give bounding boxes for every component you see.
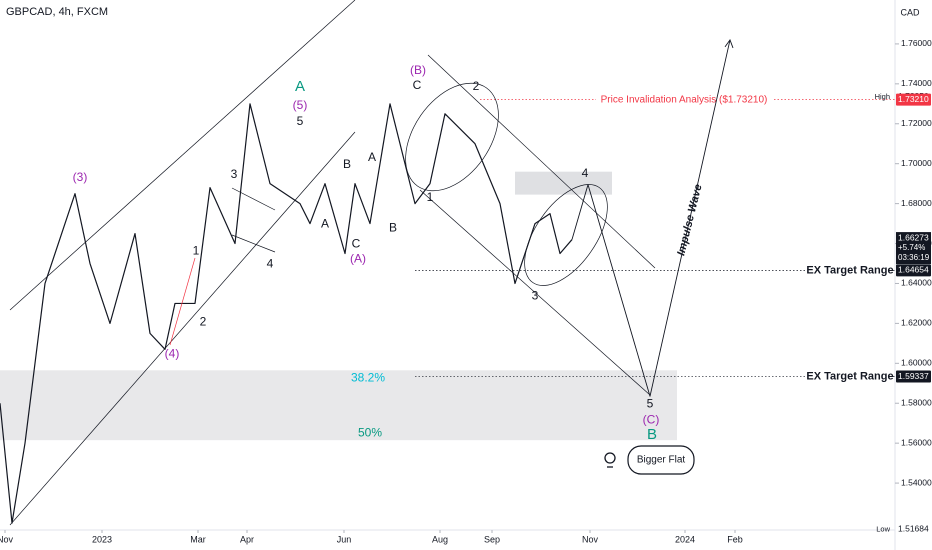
wave-label: (3): [73, 170, 88, 184]
last-change: +5.74%: [898, 243, 925, 252]
last-badge: [896, 232, 931, 265]
channel-line: [9, 131, 356, 526]
x-tick-label: Feb: [727, 534, 743, 544]
wave-label: (A): [350, 252, 366, 266]
price-badge: [896, 264, 931, 277]
y-tick-label: 1.54000: [901, 477, 932, 487]
wave-label: (5): [293, 98, 308, 112]
wave-label: 1: [193, 244, 200, 258]
wave-label: 5: [647, 396, 654, 410]
level-label: EX Target Range: [806, 370, 893, 382]
price-badge-label: 1.73210: [898, 94, 929, 104]
wave-label: 2: [473, 79, 480, 93]
x-tick-label: Mar: [190, 534, 206, 544]
x-axis: [0, 530, 932, 550]
price-badge-label: 1.51684: [898, 524, 929, 534]
callout-box: [627, 445, 695, 475]
wave-label: 3: [231, 167, 238, 181]
trend-line: [231, 187, 276, 211]
y-tick-label: 1.60000: [901, 358, 932, 368]
y-tick-label: 1.62000: [901, 318, 932, 328]
wave-label: A: [368, 150, 376, 164]
chart-title: GBPCAD, 4h, FXCM: [6, 6, 108, 18]
wave-label: 4: [267, 257, 274, 271]
price-badge-label: 1.59337: [898, 371, 929, 381]
projection-path: [571, 39, 731, 397]
arrow-head: [724, 38, 734, 49]
currency: CAD: [900, 7, 920, 17]
level-label: EX Target Range: [806, 264, 893, 276]
wave-label: 1: [427, 190, 434, 204]
callout-text: Bigger Flat: [637, 455, 686, 466]
wave-label: B: [647, 426, 657, 443]
ellipse: [524, 184, 608, 286]
wave-label: A: [321, 217, 329, 231]
wave-label: (4): [165, 347, 180, 361]
wave-label: (C): [643, 412, 660, 426]
bulb-icon: [604, 452, 616, 464]
level-label: Price Invalidation Analysis ($1.73210): [601, 94, 768, 105]
level-label-bg: [596, 92, 772, 107]
trend-line: [231, 234, 276, 253]
channel-line: [419, 189, 651, 396]
channel-line: [427, 54, 656, 269]
y-tick-label: 1.76000: [901, 38, 932, 48]
price-badge-name: High: [875, 92, 890, 101]
price-line: [0, 103, 573, 524]
price-badge: [896, 93, 931, 106]
wave-label: 50%: [358, 425, 382, 439]
last-price: 1.66273: [898, 232, 929, 242]
wave-label: B: [343, 157, 351, 171]
last-countdown: 03:36:19: [898, 253, 930, 262]
wave-label: 2: [200, 315, 207, 329]
wave-label: 4: [582, 166, 589, 180]
x-tick-label: 2023: [92, 534, 112, 544]
x-tick-label: Nov: [0, 534, 13, 544]
wave-label: 5: [297, 114, 304, 128]
x-tick-label: 2024: [675, 534, 695, 544]
wave-label: (B): [410, 63, 426, 77]
price-badge: [896, 523, 931, 536]
y-tick-label: 1.70000: [901, 158, 932, 168]
wave-label: C: [352, 237, 361, 251]
wave-label: 38.2%: [351, 370, 385, 384]
wave-label: 3: [532, 289, 539, 303]
y-tick-label: 1.74000: [901, 78, 932, 88]
price-badge: [896, 370, 931, 383]
y-tick-label: 1.56000: [901, 437, 932, 447]
channel-line: [9, 0, 356, 311]
y-tick-label: 1.64000: [901, 278, 932, 288]
fib-zone: [0, 370, 677, 441]
x-tick-label: Sep: [484, 534, 500, 544]
wave-label: A: [295, 78, 305, 95]
y-tick-label: 1.58000: [901, 397, 932, 407]
ticks: 1.54000 1.56000 1.58000 1.60000 1.62000 1.640…: [0, 38, 932, 544]
wave-label: C: [413, 78, 422, 92]
x-tick-label: Aug: [432, 534, 448, 544]
y-tick-label: 1.72000: [901, 118, 932, 128]
drawings: [9, 0, 656, 526]
ellipse: [405, 82, 499, 192]
x-tick-label: Jun: [337, 534, 352, 544]
trend-line: [169, 257, 196, 346]
x-tick-label: Nov: [582, 534, 599, 544]
x-tick-label: Apr: [240, 534, 254, 544]
wave-label: B: [389, 221, 397, 235]
y-tick-label: 1.68000: [901, 198, 932, 208]
price-badge-name: Low: [876, 524, 890, 533]
plot: Price Invalidation Analysis ($1.73210) EX…: [0, 38, 895, 524]
target-box: [515, 171, 612, 195]
price-badge-label: 1.64654: [898, 265, 929, 275]
